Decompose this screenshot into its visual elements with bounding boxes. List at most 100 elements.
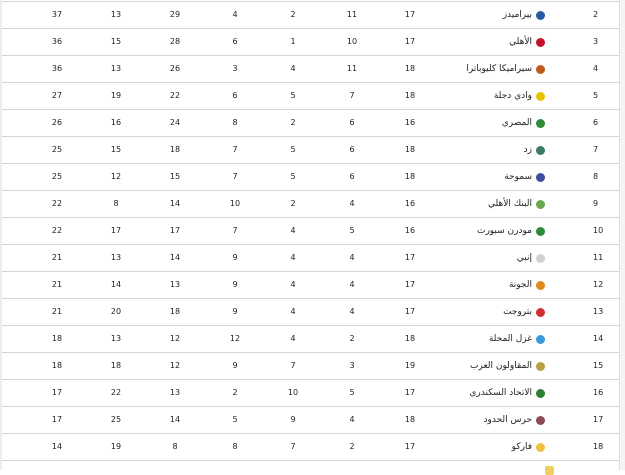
cell-ga: 15 bbox=[110, 145, 122, 154]
table-row[interactable]: 26 16 24 8 2 6 16 المصري 6 bbox=[2, 109, 619, 136]
cell-c3: 6 bbox=[232, 37, 238, 46]
team-name[interactable]: حرس الحدود bbox=[483, 415, 532, 425]
team-logo-icon bbox=[536, 145, 545, 155]
cell-played: 17 bbox=[404, 10, 416, 19]
cell-ga: 22 bbox=[110, 388, 122, 397]
team-name[interactable]: البنك الأهلي bbox=[488, 199, 532, 209]
team-cell[interactable]: المصري bbox=[502, 110, 545, 136]
team-cell[interactable]: فاركو bbox=[512, 434, 545, 460]
team-cell[interactable]: مودرن سبورت bbox=[477, 218, 545, 244]
table-row[interactable]: 27 19 22 6 5 7 18 وادي دجلة 5 bbox=[2, 82, 619, 109]
team-name[interactable]: زد bbox=[523, 145, 532, 155]
team-cell[interactable]: وادي دجلة bbox=[494, 83, 545, 109]
table-row[interactable]: 18 13 12 12 4 2 18 غزل المحلة 14 bbox=[2, 325, 619, 352]
team-logo-icon bbox=[536, 118, 545, 128]
cell-ga: 13 bbox=[110, 10, 122, 19]
team-cell[interactable]: الجونة bbox=[509, 272, 545, 298]
team-logo-icon bbox=[536, 442, 545, 452]
cell-c2: 4 bbox=[290, 226, 296, 235]
table-row[interactable]: 17 22 13 2 10 5 17 الاتحاد السكندري 16 bbox=[2, 379, 619, 406]
team-cell[interactable]: المقاولون العرب bbox=[470, 353, 545, 379]
cell-played: 17 bbox=[404, 280, 416, 289]
table-row[interactable]: 18 18 12 9 7 3 19 المقاولون العرب 15 bbox=[2, 352, 619, 379]
cell-c3: 9 bbox=[232, 280, 238, 289]
team-cell[interactable]: الأهلي bbox=[509, 29, 545, 55]
team-logo-icon bbox=[536, 226, 545, 236]
cell-gf: 15 bbox=[169, 172, 181, 181]
cell-played: 16 bbox=[404, 118, 416, 127]
rank: 6 bbox=[593, 118, 599, 127]
table-row[interactable]: 17 25 14 5 9 4 18 حرس الحدود 17 bbox=[2, 406, 619, 433]
cell-c1: 6 bbox=[349, 145, 355, 154]
rank: 18 bbox=[593, 442, 604, 451]
cell-pts: 27 bbox=[51, 91, 63, 100]
team-cell[interactable]: الاتحاد السكندري bbox=[469, 380, 545, 406]
team-cell[interactable]: إنبي bbox=[517, 245, 545, 271]
table-row[interactable]: 14 19 8 8 7 2 17 فاركو 18 bbox=[2, 433, 619, 461]
team-name[interactable]: مودرن سبورت bbox=[476, 226, 532, 236]
team-name[interactable]: فاركو bbox=[511, 442, 532, 452]
table-row[interactable]: 25 15 18 7 5 6 18 زد 7 bbox=[2, 136, 619, 163]
team-name[interactable]: بيراميدز bbox=[502, 10, 532, 20]
team-cell[interactable]: بتروجت bbox=[503, 299, 545, 325]
cell-c2: 4 bbox=[290, 334, 296, 343]
cell-pts: 21 bbox=[51, 253, 63, 262]
table-row[interactable]: 37 13 29 4 2 11 17 بيراميدز 2 bbox=[2, 1, 619, 28]
team-name[interactable]: المصري bbox=[501, 118, 532, 128]
cell-c1: 5 bbox=[349, 226, 355, 235]
team-name[interactable]: الاتحاد السكندري bbox=[469, 388, 532, 398]
team-logo-icon bbox=[536, 334, 545, 344]
cell-c1: 4 bbox=[349, 253, 355, 262]
team-name[interactable]: إنبي bbox=[516, 253, 532, 263]
rank: 17 bbox=[593, 415, 604, 424]
team-cell[interactable]: سموحة bbox=[504, 164, 545, 190]
cell-played: 18 bbox=[404, 64, 416, 73]
team-logo-icon bbox=[536, 253, 545, 263]
cell-c1: 7 bbox=[349, 91, 355, 100]
team-name[interactable]: وادي دجلة bbox=[493, 91, 532, 101]
team-name[interactable]: الجونة bbox=[508, 280, 532, 290]
team-cell[interactable]: حرس الحدود bbox=[483, 407, 545, 433]
team-name[interactable]: سموحة bbox=[504, 172, 532, 182]
team-name[interactable]: غزل المحلة bbox=[488, 334, 532, 344]
team-name[interactable]: المقاولون العرب bbox=[470, 361, 532, 371]
team-cell[interactable]: سيراميكا كليوباترا bbox=[466, 56, 545, 82]
cell-c3: 9 bbox=[232, 361, 238, 370]
cell-ga: 15 bbox=[110, 37, 122, 46]
team-cell[interactable]: زد bbox=[524, 137, 545, 163]
cell-c1: 4 bbox=[349, 415, 355, 424]
cell-gf: 12 bbox=[169, 334, 181, 343]
table-row[interactable]: 21 20 18 9 4 4 17 بتروجت 13 bbox=[2, 298, 619, 325]
table-row[interactable]: 22 8 14 10 2 4 16 البنك الأهلي 9 bbox=[2, 190, 619, 217]
team-name[interactable]: بتروجت bbox=[503, 307, 532, 317]
cell-pts: 17 bbox=[51, 415, 63, 424]
scrollbar[interactable] bbox=[619, 0, 625, 470]
team-name[interactable]: الأهلي bbox=[509, 37, 532, 47]
table-row[interactable]: 21 13 14 9 4 4 17 إنبي 11 bbox=[2, 244, 619, 271]
rank: 2 bbox=[593, 10, 599, 19]
cell-gf: 17 bbox=[169, 226, 181, 235]
team-cell[interactable]: بيراميدز bbox=[503, 2, 545, 28]
cell-pts: 36 bbox=[51, 64, 63, 73]
table-row[interactable]: 36 15 28 6 1 10 17 الأهلي 3 bbox=[2, 28, 619, 55]
cell-c3: 9 bbox=[232, 307, 238, 316]
table-row[interactable]: 25 12 15 7 5 6 18 سموحة 8 bbox=[2, 163, 619, 190]
left-border bbox=[0, 0, 2, 470]
cell-c1: 11 bbox=[346, 64, 358, 73]
table-row[interactable]: 21 14 13 9 4 4 17 الجونة 12 bbox=[2, 271, 619, 298]
cell-c2: 7 bbox=[290, 442, 296, 451]
rank: 9 bbox=[593, 199, 599, 208]
cell-gf: 29 bbox=[169, 10, 181, 19]
team-cell[interactable]: غزل المحلة bbox=[489, 326, 545, 352]
cell-played: 17 bbox=[404, 37, 416, 46]
cell-ga: 17 bbox=[110, 226, 122, 235]
team-name[interactable]: سيراميكا كليوباترا bbox=[466, 64, 532, 74]
cell-played: 17 bbox=[404, 442, 416, 451]
team-cell[interactable]: البنك الأهلي bbox=[488, 191, 545, 217]
cell-ga: 13 bbox=[110, 64, 122, 73]
cell-c3: 8 bbox=[232, 442, 238, 451]
cell-pts: 21 bbox=[51, 307, 63, 316]
table-row[interactable]: 36 13 26 3 4 11 18 سيراميكا كليوباترا 4 bbox=[2, 55, 619, 82]
cell-ga: 14 bbox=[110, 280, 122, 289]
table-row[interactable]: 22 17 17 7 4 5 16 مودرن سبورت 10 bbox=[2, 217, 619, 244]
